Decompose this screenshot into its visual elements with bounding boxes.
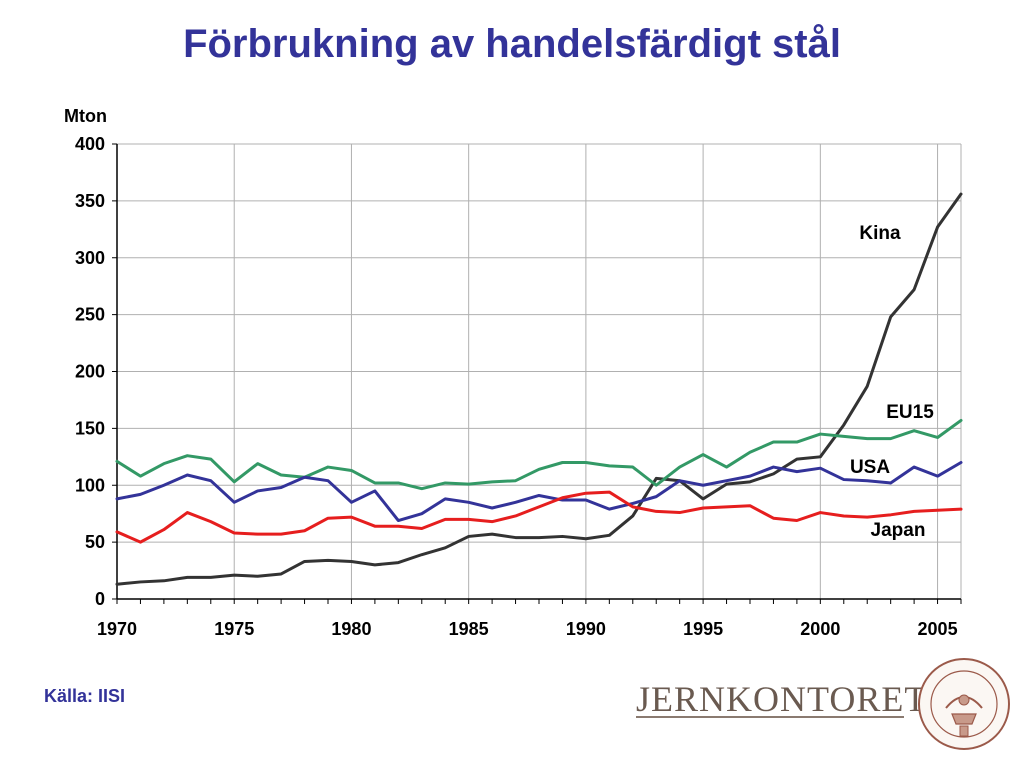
x-tick-label: 1970: [97, 619, 137, 639]
series-line-usa: [115, 461, 963, 523]
chart-title: Förbrukning av handelsfärdigt stål: [183, 22, 841, 66]
y-tick-label: 400: [75, 134, 105, 154]
series-label-kina: Kina: [859, 223, 901, 244]
y-tick-label: 50: [85, 532, 105, 552]
y-tick-labels: 0 50 100 150 200 250 300 350 400: [75, 134, 105, 609]
series-lines: [115, 192, 963, 586]
x-tick-label: 1980: [331, 619, 371, 639]
axes: [112, 143, 962, 604]
series-line-eu15: [115, 418, 963, 491]
jernkontoret-wordmark: JERNKONTORET: [636, 679, 928, 719]
series-label-eu15: EU15: [886, 402, 934, 423]
series-labels: Kina EU15 USA Japan: [850, 223, 934, 541]
y-tick-label: 100: [75, 475, 105, 495]
y-tick-label: 300: [75, 248, 105, 268]
x-tick-label: 1990: [566, 619, 606, 639]
x-tick-label: 1975: [214, 619, 254, 639]
series-line-japan: [115, 490, 963, 544]
x-tick-labels: 1970 1975 1980 1985 1990 1995 2000 2005: [97, 619, 958, 639]
x-tick-label: 1985: [449, 619, 489, 639]
x-tick-label: 2005: [918, 619, 958, 639]
y-tick-label: 200: [75, 362, 105, 382]
series-label-japan: Japan: [871, 520, 926, 541]
line-chart: 0 50 100 150 200 250 300 350 400 1970 1975 1980 198…: [64, 106, 963, 639]
y-axis-label: Mton: [64, 106, 107, 126]
y-tick-label: 150: [75, 418, 105, 438]
y-tick-label: 0: [95, 589, 105, 609]
source-note: Källa: IISI: [44, 686, 126, 706]
series-line-kina: [115, 192, 963, 586]
x-tick-label: 1995: [683, 619, 723, 639]
y-tick-label: 250: [75, 305, 105, 325]
grid-lines: [117, 143, 962, 599]
series-label-usa: USA: [850, 457, 890, 478]
y-tick-label: 350: [75, 191, 105, 211]
wordmark-underline: [636, 716, 904, 718]
x-tick-label: 2000: [800, 619, 840, 639]
jernkontoret-seal-icon: [918, 658, 1010, 750]
